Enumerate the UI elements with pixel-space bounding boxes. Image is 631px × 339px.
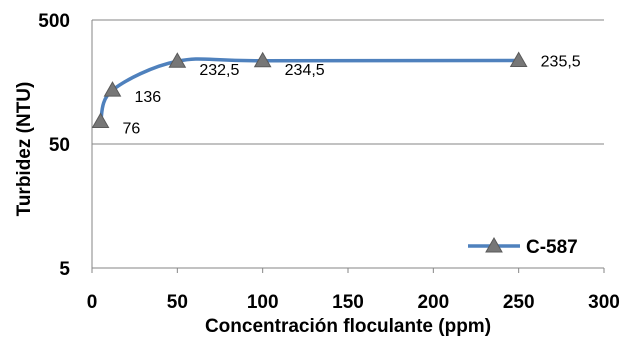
data-label: 235,5 bbox=[541, 54, 581, 71]
data-label: 234,5 bbox=[285, 62, 325, 79]
x-tick-label: 300 bbox=[588, 292, 620, 313]
x-tick-label: 250 bbox=[503, 292, 535, 313]
data-point-marker bbox=[168, 52, 187, 68]
data-point-marker bbox=[91, 112, 110, 128]
x-tick-label: 50 bbox=[167, 292, 188, 313]
data-point-marker bbox=[253, 51, 272, 68]
data-label: 76 bbox=[123, 120, 141, 137]
legend-marker bbox=[485, 236, 503, 253]
legend: C-587 bbox=[468, 236, 578, 258]
data-label: 136 bbox=[134, 89, 161, 106]
series-layer bbox=[91, 51, 528, 128]
x-tick-label: 0 bbox=[87, 292, 98, 313]
y-tick-label: 50 bbox=[49, 135, 70, 156]
x-tick-label: 200 bbox=[417, 292, 449, 313]
x-tick-label: 150 bbox=[332, 292, 364, 313]
x-tick-label: 100 bbox=[247, 292, 279, 313]
data-label: 232,5 bbox=[199, 62, 239, 79]
y-axis-title: Turbidez (NTU) bbox=[14, 82, 35, 217]
data-point-marker bbox=[509, 51, 528, 68]
grid-layer bbox=[92, 19, 604, 269]
y-tick-label: 500 bbox=[38, 11, 70, 32]
x-axis-title: Concentración floculante (ppm) bbox=[205, 316, 491, 337]
axis-layer: 5 50 500 0 50 100 150 200 250 300 bbox=[38, 11, 620, 313]
label-layer: 76 136 232,5 234,5 235,5 bbox=[123, 54, 581, 138]
legend-label: C-587 bbox=[526, 237, 578, 258]
y-tick-label: 5 bbox=[59, 259, 70, 280]
data-point-marker bbox=[103, 81, 122, 97]
